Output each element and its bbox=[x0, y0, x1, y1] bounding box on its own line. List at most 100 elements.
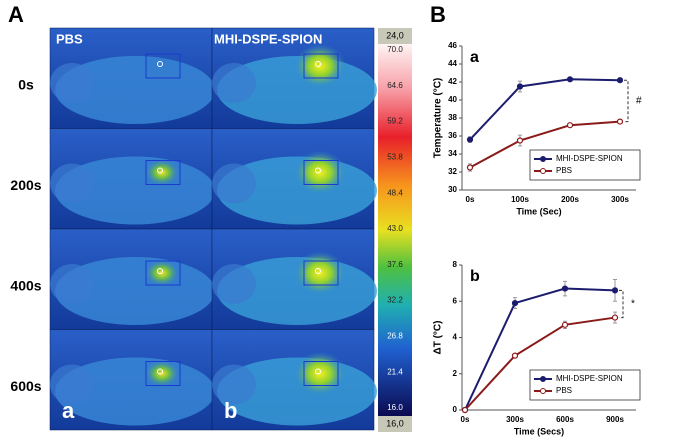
data-point bbox=[611, 287, 619, 294]
chart-label: b bbox=[470, 268, 480, 285]
data-point bbox=[611, 314, 619, 321]
row-label: 0s bbox=[18, 77, 34, 93]
series-line bbox=[464, 316, 616, 411]
mouse-head bbox=[50, 364, 94, 405]
x-tick-label: 100s bbox=[511, 195, 529, 204]
y-tick-label: 46 bbox=[448, 41, 457, 50]
thermal-panel: A 0s 200s 400s 600s PBS MHI-DSPE-SPION a b 24,0 16… bbox=[8, 2, 412, 432]
mouse-head bbox=[50, 63, 94, 103]
y-tick-label: 42 bbox=[448, 77, 457, 86]
y-tick-label: 8 bbox=[453, 260, 458, 269]
legend-label: PBS bbox=[556, 386, 572, 395]
data-point bbox=[616, 118, 624, 125]
data-point bbox=[566, 76, 574, 83]
x-tick-label: 0s bbox=[466, 195, 475, 204]
colorbar-tick-label: 59.2 bbox=[387, 117, 403, 126]
colorbar-tick-label: 37.6 bbox=[387, 260, 403, 269]
data-point bbox=[516, 137, 524, 144]
legend-label: PBS bbox=[556, 166, 572, 175]
y-tick-label: 4 bbox=[453, 333, 458, 342]
mouse-head bbox=[212, 364, 256, 405]
y-tick-label: 44 bbox=[448, 59, 457, 68]
x-axis-label: Time (Secs) bbox=[514, 426, 564, 436]
data-point bbox=[566, 122, 574, 129]
roi-box bbox=[303, 160, 339, 185]
row-label: 200s bbox=[10, 177, 41, 193]
colorbar-tick-label: 43.0 bbox=[387, 224, 403, 233]
y-tick-label: 2 bbox=[453, 369, 458, 378]
mouse-head bbox=[50, 264, 94, 304]
y-axis-label: ΔT (°C) bbox=[433, 321, 444, 355]
y-tick-label: 34 bbox=[448, 149, 457, 158]
image-sublabel: a bbox=[62, 398, 75, 423]
data-point bbox=[561, 321, 569, 328]
x-tick-label: 0s bbox=[461, 415, 470, 424]
mouse-head bbox=[50, 163, 94, 204]
x-tick-label: 900s bbox=[606, 415, 624, 424]
colorbar-tick-label: 70.0 bbox=[387, 45, 403, 54]
significance-bracket bbox=[619, 289, 624, 319]
colorbar-top-box bbox=[378, 28, 412, 44]
data-point bbox=[466, 164, 474, 171]
annotation: # bbox=[636, 96, 642, 107]
roi-point bbox=[315, 268, 321, 274]
x-tick-label: 600s bbox=[556, 415, 574, 424]
colorbar-tick-label: 48.4 bbox=[387, 188, 403, 197]
legend-marker bbox=[540, 156, 546, 162]
colorbar-bottom-label: 16,0 bbox=[386, 418, 404, 428]
row-label: 600s bbox=[10, 378, 41, 394]
colorbar-tick-label: 16.0 bbox=[387, 403, 403, 412]
image-sublabel: b bbox=[224, 398, 237, 423]
roi-point bbox=[157, 167, 163, 174]
roi-box bbox=[303, 260, 339, 286]
y-axis-label: Temperature (°C) bbox=[433, 78, 444, 159]
colorbar-top-label: 24,0 bbox=[386, 30, 404, 40]
data-point bbox=[561, 285, 569, 292]
legend-box bbox=[529, 369, 641, 401]
roi-box bbox=[303, 53, 339, 79]
x-tick-label: 300s bbox=[506, 415, 524, 424]
significance-bracket bbox=[624, 79, 629, 123]
roi-point bbox=[315, 61, 321, 67]
legend-marker bbox=[540, 376, 546, 382]
y-tick-label: 6 bbox=[453, 296, 458, 305]
data-point bbox=[511, 352, 519, 359]
annotation: * bbox=[631, 299, 635, 310]
x-axis-label: Time (Sec) bbox=[516, 206, 561, 216]
data-point bbox=[461, 406, 469, 414]
data-point bbox=[466, 136, 474, 143]
mouse-head bbox=[212, 264, 256, 304]
y-tick-label: 40 bbox=[448, 95, 457, 104]
legend-marker bbox=[540, 388, 546, 394]
roi-box bbox=[145, 160, 181, 185]
colorbar-bottom-box bbox=[378, 416, 412, 432]
mouse-head bbox=[212, 63, 256, 103]
chart-label: a bbox=[470, 49, 479, 66]
series-line bbox=[464, 287, 616, 411]
y-tick-label: 0 bbox=[453, 405, 458, 414]
colorbar-tick-label: 21.4 bbox=[387, 367, 403, 376]
colorbar-tick-label: 64.6 bbox=[387, 81, 403, 90]
roi-box bbox=[145, 361, 181, 386]
roi-box bbox=[145, 260, 181, 286]
x-tick-label: 200s bbox=[561, 195, 579, 204]
column-label: PBS bbox=[56, 31, 83, 46]
x-tick-label: 300s bbox=[611, 195, 629, 204]
colorbar-tick-label: 26.8 bbox=[387, 332, 403, 341]
data-point bbox=[616, 77, 624, 84]
roi-point bbox=[315, 368, 321, 375]
data-point bbox=[516, 83, 524, 90]
mouse-body bbox=[55, 56, 215, 124]
colorbar bbox=[378, 44, 412, 416]
roi-point bbox=[157, 268, 163, 274]
series-line bbox=[469, 78, 621, 141]
y-tick-label: 32 bbox=[448, 167, 457, 176]
mouse-head bbox=[212, 163, 256, 204]
y-tick-label: 38 bbox=[448, 113, 457, 122]
panel-label: A bbox=[8, 2, 24, 27]
row-label: 400s bbox=[10, 278, 41, 294]
y-tick-label: 36 bbox=[448, 131, 457, 140]
y-tick-label: 30 bbox=[448, 185, 457, 194]
